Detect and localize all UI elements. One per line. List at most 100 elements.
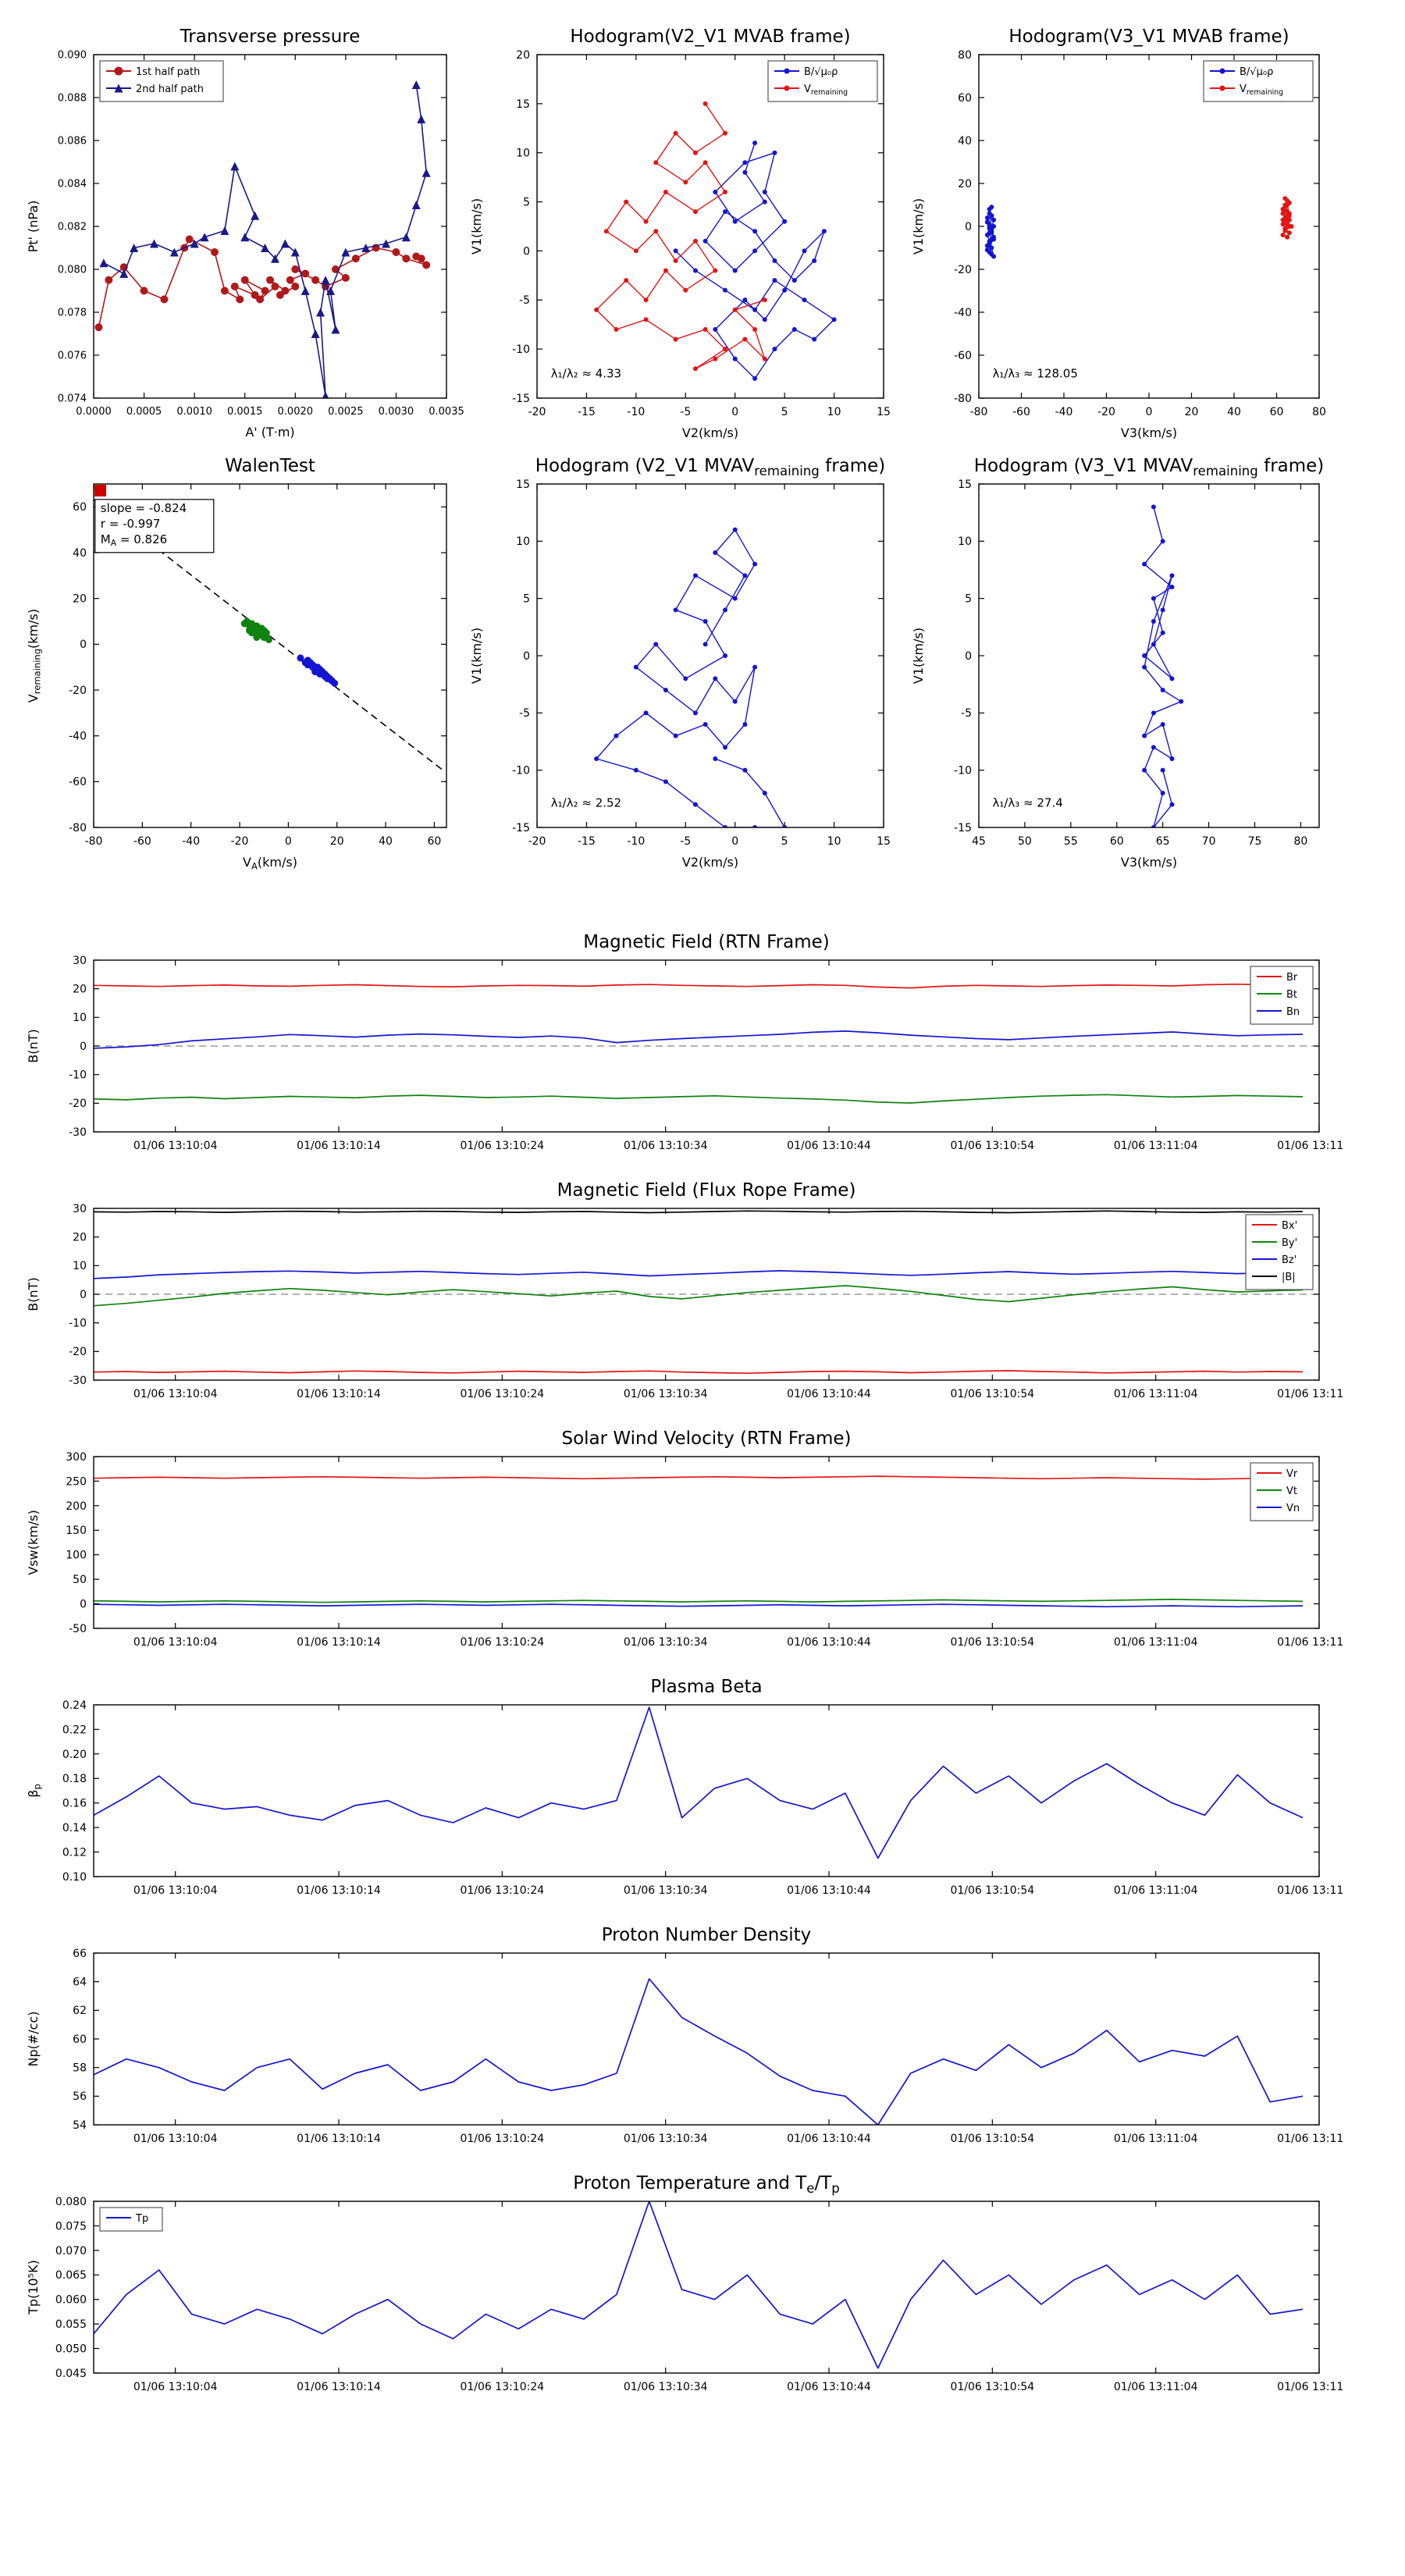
axes-frame [93,483,447,828]
svg-text:-10: -10 [954,765,972,777]
svg-text:Tp: Tp [135,2213,148,2225]
y-axis-label: B(nT) [26,1029,41,1062]
svg-text:-20: -20 [69,1098,87,1110]
axis-ticks: 01/06 13:10:04 01/06 13:10:14 01/06 13:10:… [69,1203,1343,1400]
chart-svg: 01/06 13:10:04 01/06 13:10:14 01/06 13:10:… [26,1677,1343,1897]
svg-text:-15: -15 [578,406,596,418]
svg-text:150: 150 [66,1525,87,1537]
svg-text:-20: -20 [69,685,87,697]
axes-frame [93,2201,1320,2374]
svg-text:0: 0 [80,1598,87,1610]
svg-text:-20: -20 [954,264,972,276]
svg-text:15: 15 [877,835,891,848]
plot-area [1142,504,1184,827]
chart-title: Hodogram(V3_V1 MVAB frame) [1008,27,1289,47]
svg-text:01/06 13:10:34: 01/06 13:10:34 [624,2381,708,2393]
svg-text:60: 60 [73,501,87,514]
svg-text:80: 80 [1312,406,1326,418]
svg-text:λ₁/λ₂ ≈ 2.52: λ₁/λ₂ ≈ 2.52 [551,796,621,810]
svg-text:01/06 13:10:54: 01/06 13:10:54 [950,1140,1034,1152]
svg-text:01/06 13:10:24: 01/06 13:10:24 [460,2381,544,2393]
svg-text:01/06 13:10:54: 01/06 13:10:54 [950,2133,1034,2145]
svg-text:0.22: 0.22 [62,1724,87,1736]
svg-text:01/06 13:11:04: 01/06 13:11:04 [1114,1884,1198,1897]
svg-text:10: 10 [73,1012,87,1024]
svg-text:01/06 13:10:44: 01/06 13:10:44 [787,1884,871,1897]
series-beta-p [94,1706,1304,1859]
plot-area [984,196,1294,259]
svg-text:-40: -40 [69,731,87,743]
svg-text:0: 0 [80,1041,87,1053]
svg-text:0.074: 0.074 [58,393,87,405]
svg-text:15: 15 [877,406,891,418]
plot-area [94,1210,1319,1375]
axes-frame [93,1704,1320,1877]
axis-ticks: 01/06 13:10:04 01/06 13:10:14 01/06 13:10:… [62,1699,1343,1897]
svg-text:|B|: |B| [1282,1272,1296,1283]
svg-text:0.18: 0.18 [62,1773,87,1785]
plot-plasma-beta: 01/06 13:10:04 01/06 13:10:14 01/06 13:10:… [8,1666,1343,1908]
series-Np [94,1978,1304,2125]
svg-text:0: 0 [965,221,972,233]
axis-ticks: 0.0000 0.0005 0.0010 0.0015 0.0020 0.0025 0.00… [58,50,464,418]
svg-text:20: 20 [516,49,530,62]
svg-text:0.0030: 0.0030 [379,406,414,418]
svg-text:0.082: 0.082 [58,222,87,233]
svg-text:01/06 13:10:14: 01/06 13:10:14 [297,1388,381,1400]
svg-text:r = -0.997: r = -0.997 [101,517,161,531]
chart-svg: -20 -15 -10 -5 0 5 10 15-15-10-505101520Hodogra… [469,27,891,440]
chart-svg: 01/06 13:10:04 01/06 13:10:14 01/06 13:10:… [26,1925,1343,2145]
plot-area [94,2201,1304,2369]
plot-hodogram-v3v1-mvab: -80 -60 -40 -20 0 20 40 60 80 -80 -60 -40 -20 0 20 40 60… [893,16,1343,443]
svg-text:0.0005: 0.0005 [126,406,162,418]
svg-text:65: 65 [1156,835,1170,848]
svg-text:slope = -0.824: slope = -0.824 [101,501,187,515]
svg-text:0.086: 0.086 [58,136,87,148]
svg-text:-15: -15 [512,822,530,834]
chart-svg: -80 -60 -40 -20 0 20 40 60 80 -80 -60 -40 -20 0 20 40 60… [911,27,1326,440]
svg-text:60: 60 [73,2033,87,2046]
svg-text:62: 62 [73,2005,87,2017]
svg-text:λ₁/λ₃ ≈ 128.05: λ₁/λ₃ ≈ 128.05 [992,367,1077,381]
plot-area [94,1475,1304,1608]
svg-text:01/06 13:10:24: 01/06 13:10:24 [460,2133,544,2145]
svg-text:01/06 13:10:34: 01/06 13:10:34 [624,1884,708,1897]
svg-text:01/06 13:10:24: 01/06 13:10:24 [460,1388,544,1400]
svg-text:5: 5 [781,406,788,418]
svg-text:01/06 13:10:54: 01/06 13:10:54 [950,1884,1034,1897]
chart-title: Proton Temperature and Te/Tp [573,2173,840,2196]
svg-text:0.078: 0.078 [58,308,87,319]
y-axis-label: Np(#/cc) [26,2012,41,2067]
svg-text:0.0000: 0.0000 [76,406,112,418]
plot-area [94,1978,1304,2125]
svg-text:60: 60 [1110,835,1124,848]
svg-text:2nd half path: 2nd half path [136,84,204,95]
legend: Tp [99,2207,163,2232]
axis-ticks: 45 50 55 60 65 70 75 80 -15 -10 -5 0 5 10 15 [954,479,1319,848]
svg-text:100: 100 [66,1550,87,1562]
svg-text:01/06 13:10:54: 01/06 13:10:54 [950,1636,1034,1649]
svg-text:10: 10 [73,1260,87,1272]
svg-text:01/06 13:10:44: 01/06 13:10:44 [787,2133,871,2145]
series-Bx-prime [94,1370,1304,1375]
svg-text:0.0035: 0.0035 [429,406,464,418]
chart-title: Plasma Beta [650,1677,762,1697]
x-axis-label: A' (T·m) [245,425,294,439]
svg-text:1st half path: 1st half path [136,66,200,78]
svg-text:01/06 13:11:14: 01/06 13:11:14 [1277,1636,1343,1649]
svg-text:0: 0 [80,1289,87,1301]
svg-text:0.076: 0.076 [58,350,87,362]
chart-title: Hodogram (V3_V1 MVAVremaining frame) [974,456,1325,479]
svg-text:B/√μ₀ρ: B/√μ₀ρ [1240,66,1273,78]
svg-text:01/06 13:10:34: 01/06 13:10:34 [624,1388,708,1400]
svg-text:λ₁/λ₃ ≈ 27.4: λ₁/λ₃ ≈ 27.4 [992,796,1062,810]
chart-title: Magnetic Field (Flux Rope Frame) [557,1180,856,1201]
svg-text:-10: -10 [627,406,645,418]
plot-hodogram-v2v1-mvav: -20 -15 -10 -5 0 5 10 15 -15 -10 -5 0 5 10 15 Hodogram … [451,445,907,873]
axis-ticks: 01/06 13:10:04 01/06 13:10:14 01/06 13:10:… [73,1948,1343,2145]
svg-text:B/√μ₀ρ: B/√μ₀ρ [804,66,838,78]
y-axis-label: V1(km/s) [911,198,926,254]
series-1st-half-path [94,235,431,332]
